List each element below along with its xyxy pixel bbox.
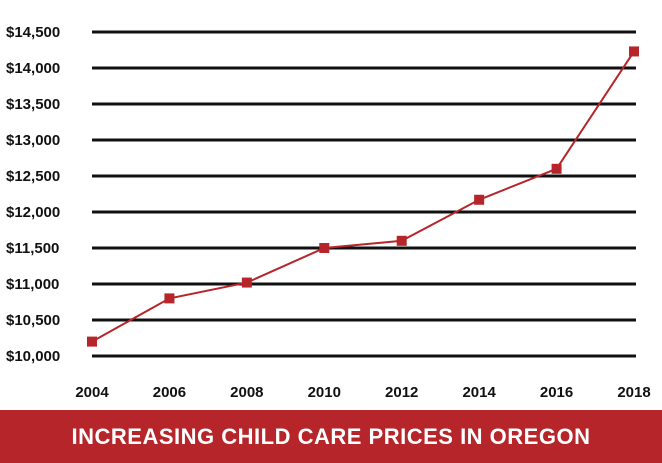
x-tick-label: 2006: [153, 384, 186, 401]
data-point: [319, 243, 330, 253]
x-tick-label: 2016: [540, 384, 573, 401]
y-tick-label: $13,500: [6, 96, 60, 113]
data-point: [241, 277, 252, 288]
x-axis-tick-labels: 2004 2006 2008 2010 2012 2014 2016 2018: [75, 384, 650, 401]
y-tick-label: $14,500: [6, 24, 60, 41]
y-tick-label: $13,000: [6, 132, 60, 149]
series-line: [91, 50, 635, 343]
x-tick-label: 2018: [617, 384, 650, 401]
data-series: [87, 46, 639, 347]
data-point: [551, 163, 562, 174]
data-point: [396, 235, 407, 246]
y-tick-label: $10,500: [6, 312, 60, 329]
gridlines: [92, 30, 636, 358]
x-tick-label: 2008: [230, 384, 263, 401]
chart-title: INCREASING CHILD CARE PRICES IN OREGON: [71, 423, 591, 449]
y-tick-label: $11,000: [6, 276, 59, 293]
data-point: [87, 336, 97, 347]
y-tick-label: $11,500: [6, 240, 59, 257]
line-chart: $10,000 $10,500 $11,000 $11,500 $12,000 $12,5…: [6, 24, 651, 401]
y-tick-label: $14,000: [6, 60, 60, 77]
x-tick-label: 2012: [385, 384, 418, 401]
data-point: [474, 194, 485, 205]
y-tick-label: $12,000: [6, 204, 60, 221]
data-point: [164, 293, 175, 304]
x-tick-label: 2004: [75, 384, 109, 401]
x-tick-label: 2010: [308, 384, 341, 401]
y-tick-label: $10,000: [6, 348, 60, 365]
data-point: [629, 46, 639, 57]
y-axis-tick-labels: $10,000 $10,500 $11,000 $11,500 $12,000 $12,5…: [6, 24, 60, 365]
y-tick-label: $12,500: [6, 168, 60, 185]
x-tick-label: 2014: [462, 384, 496, 401]
title-banner: INCREASING CHILD CARE PRICES IN OREGON: [0, 410, 662, 463]
